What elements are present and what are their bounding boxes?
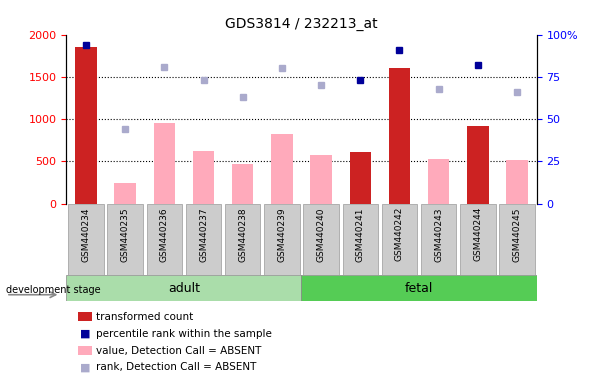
- FancyBboxPatch shape: [302, 275, 537, 301]
- FancyBboxPatch shape: [460, 204, 496, 275]
- Text: GSM440245: GSM440245: [513, 207, 522, 262]
- Bar: [154, 123, 175, 204]
- Bar: [271, 134, 292, 204]
- Text: ■: ■: [80, 329, 91, 339]
- Bar: [232, 164, 253, 204]
- FancyBboxPatch shape: [225, 204, 260, 275]
- Text: GSM440235: GSM440235: [121, 207, 130, 262]
- Text: GSM440242: GSM440242: [395, 207, 404, 262]
- FancyBboxPatch shape: [186, 204, 221, 275]
- Bar: [389, 68, 410, 204]
- Text: rank, Detection Call = ABSENT: rank, Detection Call = ABSENT: [96, 362, 257, 372]
- Bar: [115, 183, 136, 204]
- Bar: [428, 159, 449, 204]
- FancyBboxPatch shape: [499, 204, 535, 275]
- Bar: [193, 151, 214, 204]
- Text: GSM440236: GSM440236: [160, 207, 169, 262]
- Text: transformed count: transformed count: [96, 312, 194, 322]
- Text: adult: adult: [168, 281, 200, 295]
- Text: value, Detection Call = ABSENT: value, Detection Call = ABSENT: [96, 346, 262, 356]
- Text: GSM440238: GSM440238: [238, 207, 247, 262]
- Bar: [507, 161, 528, 204]
- Bar: [467, 126, 488, 204]
- FancyBboxPatch shape: [147, 204, 182, 275]
- FancyBboxPatch shape: [68, 204, 104, 275]
- Text: GSM440243: GSM440243: [434, 207, 443, 262]
- Text: GSM440234: GSM440234: [81, 207, 90, 262]
- FancyBboxPatch shape: [66, 275, 302, 301]
- Text: development stage: development stage: [6, 285, 101, 295]
- Text: GSM440237: GSM440237: [199, 207, 208, 262]
- Text: ■: ■: [80, 362, 91, 372]
- Bar: [311, 156, 332, 204]
- FancyBboxPatch shape: [264, 204, 300, 275]
- Text: percentile rank within the sample: percentile rank within the sample: [96, 329, 273, 339]
- Bar: [350, 152, 371, 204]
- FancyBboxPatch shape: [421, 204, 456, 275]
- Text: GSM440240: GSM440240: [317, 207, 326, 262]
- FancyBboxPatch shape: [343, 204, 378, 275]
- Text: fetal: fetal: [405, 281, 434, 295]
- Text: GSM440244: GSM440244: [473, 207, 482, 262]
- FancyBboxPatch shape: [107, 204, 143, 275]
- Text: GSM440241: GSM440241: [356, 207, 365, 262]
- FancyBboxPatch shape: [382, 204, 417, 275]
- Title: GDS3814 / 232213_at: GDS3814 / 232213_at: [225, 17, 378, 31]
- Bar: [75, 47, 96, 204]
- Text: GSM440239: GSM440239: [277, 207, 286, 262]
- FancyBboxPatch shape: [303, 204, 339, 275]
